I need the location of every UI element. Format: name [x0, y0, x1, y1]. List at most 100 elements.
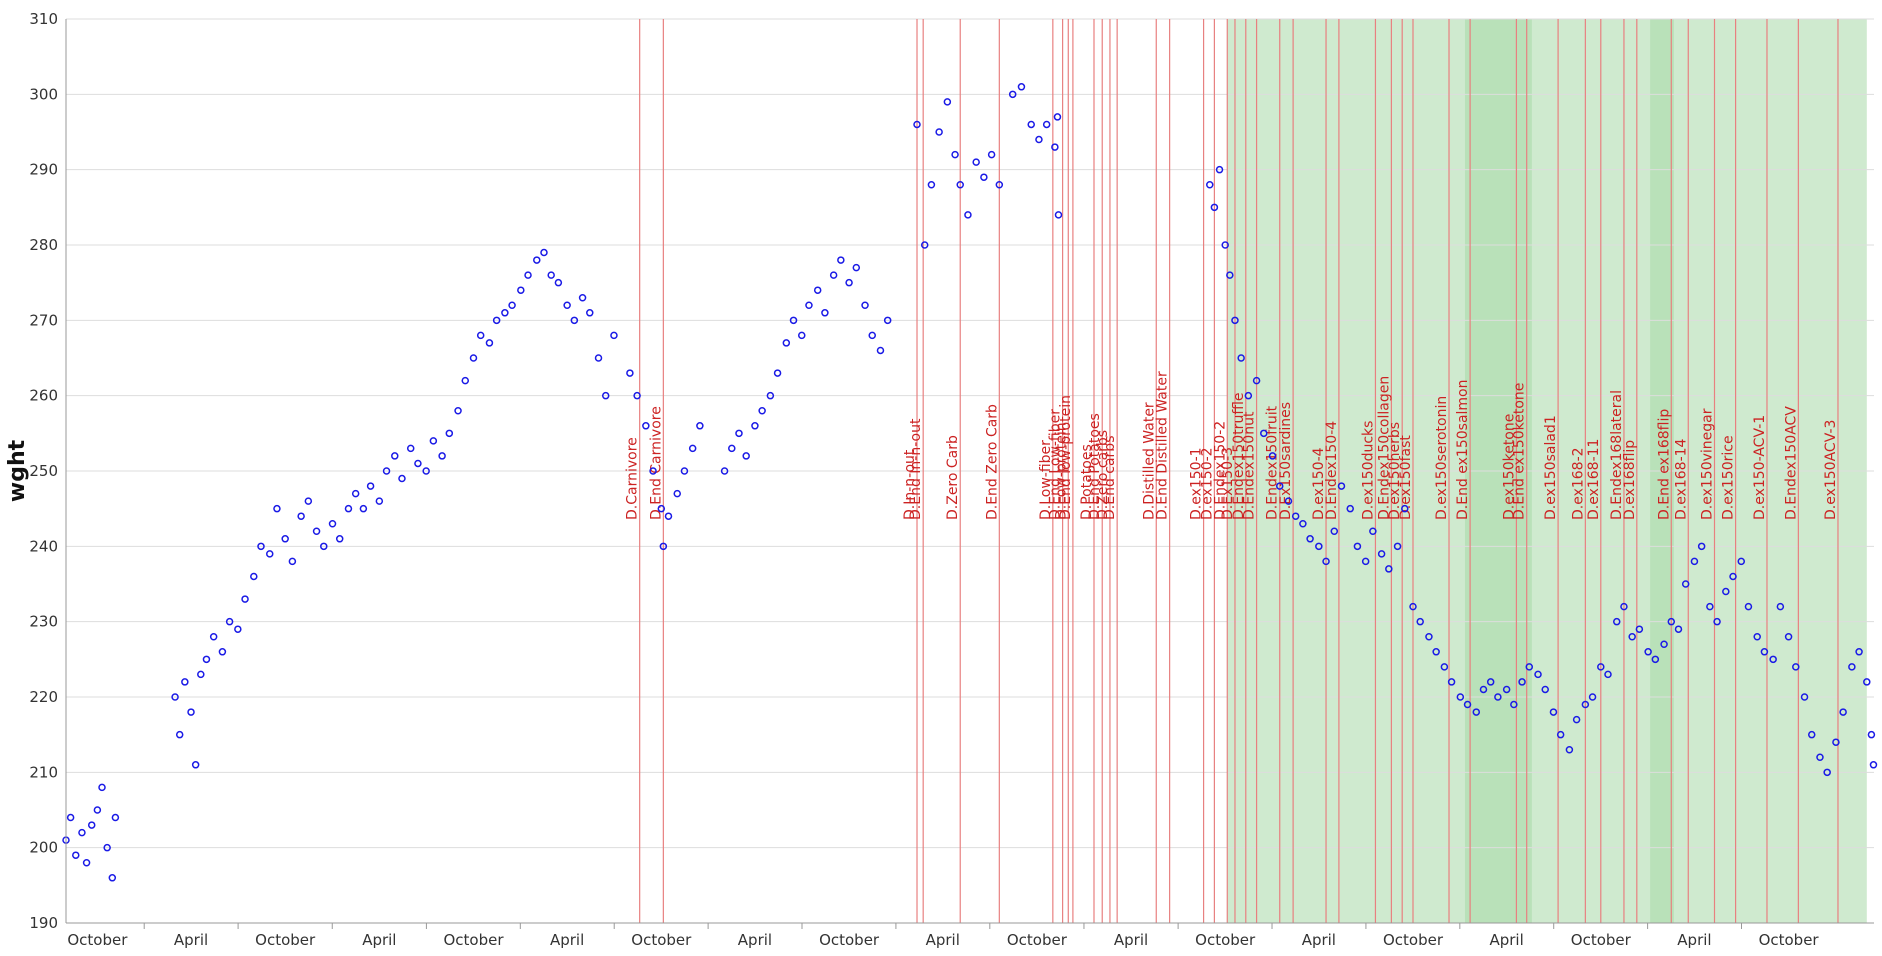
- data-point: [766, 391, 775, 400]
- data-point: [876, 346, 885, 355]
- gridlines: [66, 18, 1874, 924]
- event-label: D.ex168flip: [1622, 440, 1638, 520]
- data-point: [429, 437, 438, 445]
- data-point: [673, 489, 681, 498]
- y-tick-label: 210: [29, 763, 58, 781]
- data-point: [1456, 693, 1465, 701]
- data-point: [1628, 632, 1636, 641]
- event-label: D.Endex150ACV: [1783, 406, 1799, 520]
- data-point: [72, 851, 80, 859]
- event-label: D.Zero Carb: [945, 435, 961, 520]
- data-point: [1306, 535, 1314, 543]
- data-point: [1226, 271, 1234, 279]
- data-point: [414, 459, 422, 468]
- data-point: [344, 504, 353, 513]
- data-point: [1760, 648, 1769, 656]
- y-tick-label: 290: [29, 161, 58, 179]
- data-point: [1237, 354, 1245, 362]
- data-point: [570, 316, 579, 325]
- data-point: [951, 150, 959, 159]
- data-point: [1737, 557, 1746, 566]
- data-point: [1869, 761, 1878, 769]
- data-point: [1556, 730, 1565, 739]
- data-point: [469, 354, 478, 362]
- data-point: [108, 874, 117, 882]
- data-point: [728, 444, 736, 453]
- data-point: [1401, 504, 1409, 513]
- data-point: [735, 429, 743, 438]
- data-point: [1346, 504, 1354, 513]
- data-point: [1215, 165, 1224, 174]
- data-point: [633, 391, 641, 400]
- y-axis-title: wght: [5, 439, 30, 502]
- data-point: [837, 256, 845, 264]
- data-point: [1027, 120, 1035, 129]
- data-point: [476, 331, 485, 340]
- x-tick-label: October: [1195, 931, 1256, 949]
- data-point: [351, 489, 360, 498]
- event-label: D.ex150ducks: [1360, 421, 1376, 520]
- y-tick-label: 240: [29, 537, 58, 555]
- data-point: [1486, 678, 1495, 686]
- data-point: [297, 512, 305, 520]
- data-point: [720, 467, 729, 475]
- data-point: [382, 467, 391, 475]
- data-point: [1042, 120, 1051, 129]
- data-point: [1597, 663, 1605, 671]
- data-point: [366, 482, 375, 490]
- data-point: [1385, 565, 1393, 573]
- data-point: [1690, 557, 1699, 566]
- x-tick-label: October: [1571, 931, 1632, 949]
- data-point: [1823, 768, 1831, 777]
- data-point: [1210, 203, 1219, 212]
- event-label: D.ex150ketone: [1501, 414, 1517, 520]
- data-point: [1644, 648, 1652, 656]
- data-point: [1337, 482, 1346, 490]
- data-point: [533, 256, 541, 264]
- data-point: [1322, 557, 1330, 566]
- data-point: [1776, 602, 1785, 611]
- x-tick-label: April: [1677, 931, 1711, 949]
- data-point: [1635, 625, 1644, 633]
- data-point: [111, 813, 120, 822]
- data-point: [1425, 632, 1433, 641]
- event-label: D.Endex150nut: [1242, 411, 1258, 520]
- event-label: D.Ex150-3: [1220, 447, 1236, 520]
- data-point: [517, 286, 525, 294]
- data-point: [1299, 519, 1307, 528]
- data-point: [406, 444, 415, 453]
- data-point: [265, 550, 274, 558]
- data-point: [93, 806, 102, 814]
- data-point: [1472, 708, 1481, 716]
- data-point: [1017, 83, 1026, 91]
- data-point: [1008, 90, 1017, 99]
- data-point: [87, 821, 96, 829]
- data-point: [1784, 632, 1793, 641]
- event-label: D.ex168-14: [1673, 438, 1689, 520]
- data-point: [359, 504, 368, 513]
- data-point: [197, 670, 205, 679]
- data-point: [956, 180, 964, 189]
- event-label: D.End carbs: [1102, 436, 1118, 521]
- data-point: [524, 271, 532, 279]
- x-tick-label: October: [1007, 931, 1068, 949]
- y-tick-label: 200: [29, 839, 58, 857]
- x-tick-label: October: [819, 931, 880, 949]
- data-point: [1393, 542, 1402, 551]
- event-label: D.End ex150salmon: [1455, 380, 1471, 521]
- data-point: [547, 271, 555, 279]
- data-point: [1432, 648, 1440, 656]
- data-point: [798, 331, 806, 340]
- data-points: [62, 83, 1878, 882]
- data-point: [1510, 700, 1518, 709]
- data-point: [234, 625, 242, 633]
- data-point: [1260, 429, 1268, 438]
- data-point: [304, 497, 313, 505]
- event-label: D.ex150-ACV-1: [1752, 415, 1768, 520]
- data-point: [540, 248, 548, 257]
- event-label: D.Zero carbs: [1095, 430, 1111, 520]
- data-point: [1502, 685, 1511, 694]
- data-point: [461, 376, 470, 385]
- data-point: [328, 519, 337, 528]
- x-tick-label: October: [1759, 931, 1820, 949]
